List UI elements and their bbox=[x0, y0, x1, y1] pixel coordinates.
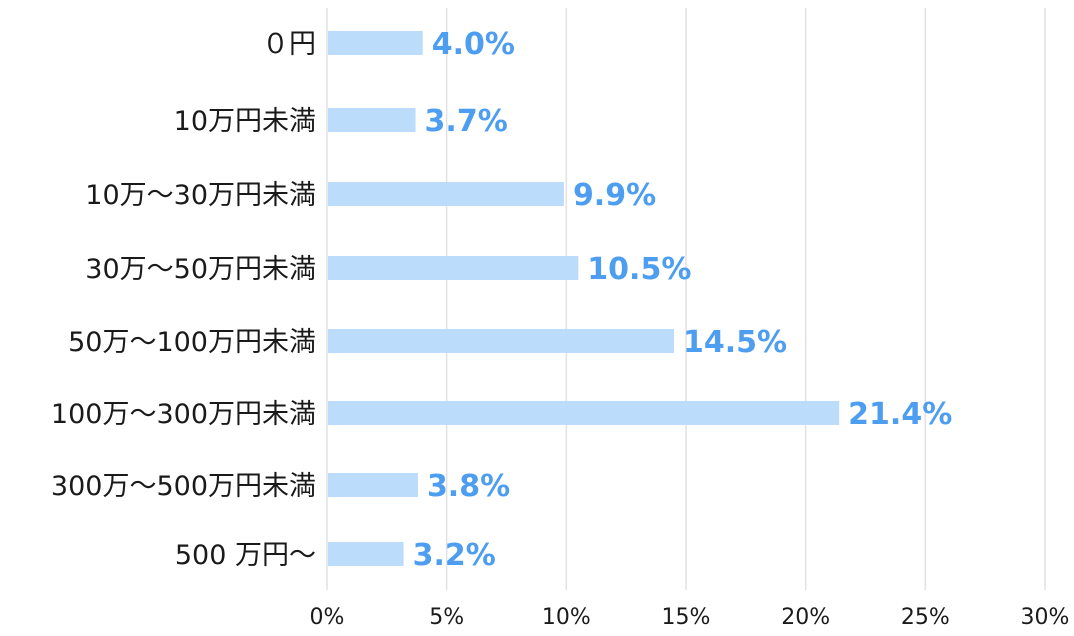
category-labels: ０円 10万円未満 10万～30万円未満 30万～50万円未満 50万～100万円未満 1… bbox=[51, 29, 316, 571]
bar bbox=[328, 31, 423, 55]
bar bbox=[328, 542, 404, 566]
x-tick-label: 15% bbox=[662, 605, 711, 630]
data-label: 9.9% bbox=[573, 178, 656, 213]
data-label: 3.7% bbox=[425, 104, 508, 139]
x-tick-label: 25% bbox=[901, 605, 950, 630]
category-label: 30万～50万円未満 bbox=[85, 254, 316, 285]
bar bbox=[328, 329, 675, 353]
category-label: 50万～100万円未満 bbox=[68, 327, 316, 358]
data-label: 10.5% bbox=[587, 252, 691, 287]
bar bbox=[328, 182, 564, 206]
bar bbox=[328, 256, 579, 280]
bar bbox=[328, 473, 418, 497]
category-label: 10万～30万円未満 bbox=[85, 180, 316, 211]
data-label: 3.2% bbox=[413, 538, 496, 573]
x-tick-label: 30% bbox=[1021, 605, 1070, 630]
category-label: 100万～300万円未満 bbox=[51, 399, 316, 430]
category-label: 10万円未満 bbox=[174, 106, 316, 137]
x-tick-label: 20% bbox=[781, 605, 830, 630]
x-tick-label: 10% bbox=[542, 605, 591, 630]
x-axis-tick-labels: 0% 5% 10% 15% 20% 25% 30% bbox=[310, 605, 1070, 630]
category-label: 500 万円～ bbox=[175, 540, 316, 571]
data-label: 3.8% bbox=[427, 469, 510, 504]
data-label: 4.0% bbox=[432, 27, 515, 62]
x-tick-label: 5% bbox=[429, 605, 464, 630]
bars bbox=[328, 31, 840, 566]
category-label: 300万～500万円未満 bbox=[51, 471, 316, 502]
bar bbox=[328, 108, 416, 132]
x-tick-label: 0% bbox=[310, 605, 345, 630]
data-label: 14.5% bbox=[683, 325, 787, 360]
bar bbox=[328, 401, 840, 425]
value-labels: 4.0% 3.7% 9.9% 10.5% 14.5% 21.4% 3.8% 3.2% bbox=[413, 27, 953, 573]
gridlines bbox=[326, 8, 1046, 590]
category-label: ０円 bbox=[262, 29, 316, 60]
data-label: 21.4% bbox=[848, 397, 952, 432]
